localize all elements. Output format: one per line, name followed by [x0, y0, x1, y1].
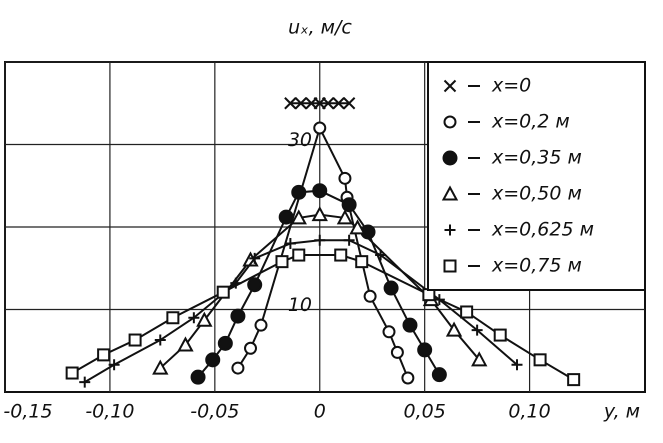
- marker: [79, 376, 91, 388]
- marker: [254, 318, 268, 332]
- marker: [294, 97, 308, 110]
- x-tick-label: -0,10: [85, 401, 134, 423]
- marker: [341, 197, 357, 213]
- marker: [321, 97, 335, 110]
- y-tick-label: 30: [288, 129, 312, 151]
- marker: [533, 353, 547, 367]
- marker: [284, 238, 296, 249]
- marker: [314, 234, 326, 246]
- marker: [313, 121, 327, 135]
- x-tick-label: -0,05: [190, 401, 239, 423]
- marker: [65, 366, 79, 380]
- marker: [154, 334, 166, 346]
- marker: [284, 97, 297, 110]
- marker: [567, 373, 581, 387]
- marker: [177, 336, 194, 352]
- marker: [402, 317, 418, 333]
- marker: [108, 359, 120, 371]
- x-tick-label: 0,10: [508, 401, 550, 423]
- legend: x=0 x=0,2 м x=0,35 м x=0,50 м x=0,625 м x=0,7…: [427, 61, 646, 291]
- marker: [445, 321, 463, 337]
- marker: [390, 345, 404, 359]
- legend-label: x=0,50 м: [491, 183, 582, 205]
- marker: [249, 252, 261, 264]
- marker: [190, 369, 206, 385]
- marker: [188, 312, 200, 324]
- marker: [166, 311, 180, 325]
- marker: [443, 79, 457, 93]
- marker: [244, 341, 258, 355]
- marker: [336, 209, 354, 225]
- marker: [443, 259, 457, 273]
- marker: [442, 150, 458, 166]
- marker: [312, 183, 328, 199]
- marker: [196, 311, 213, 327]
- marker: [471, 324, 483, 336]
- marker: [349, 219, 366, 235]
- y-axis-label: uₓ, м/с: [288, 17, 352, 39]
- marker: [291, 184, 307, 200]
- series-line: [237, 125, 409, 379]
- marker: [417, 342, 433, 358]
- marker: [205, 352, 221, 368]
- marker: [441, 185, 459, 201]
- marker: [471, 351, 488, 367]
- marker: [334, 248, 348, 262]
- marker: [332, 97, 345, 110]
- legend-box: [427, 61, 646, 291]
- x-tick-label: -0,15: [3, 401, 52, 423]
- marker: [401, 371, 415, 385]
- marker: [247, 277, 263, 293]
- marker: [97, 348, 111, 362]
- x-tick-label: 0,05: [404, 401, 446, 423]
- marker: [431, 367, 447, 383]
- legend-label: x=0,625 м: [491, 219, 594, 241]
- marker: [338, 171, 352, 185]
- y-tick-label: 10: [288, 294, 312, 316]
- marker: [231, 361, 245, 375]
- legend-label: x=0,35 м: [491, 147, 582, 169]
- legend-label: x=0: [491, 75, 531, 97]
- marker: [128, 333, 142, 347]
- marker: [217, 335, 233, 351]
- marker: [278, 209, 294, 225]
- marker: [311, 206, 328, 222]
- marker: [355, 255, 369, 269]
- marker: [511, 359, 523, 371]
- marker: [275, 255, 289, 269]
- marker: [382, 325, 396, 339]
- marker: [342, 97, 356, 110]
- legend-label: x=0,2 м: [491, 111, 570, 133]
- marker: [152, 359, 169, 375]
- marker: [375, 249, 387, 261]
- legend-label: x=0,75 м: [491, 255, 582, 277]
- marker: [444, 224, 456, 236]
- marker: [383, 280, 399, 296]
- marker: [443, 115, 457, 129]
- marker: [292, 248, 306, 262]
- marker: [343, 234, 355, 246]
- x-tick-label: 0: [314, 401, 326, 423]
- x-axis-label: y, м: [603, 401, 640, 423]
- marker: [290, 209, 307, 225]
- marker: [363, 289, 377, 303]
- marker: [460, 305, 474, 319]
- marker: [216, 285, 230, 299]
- marker: [230, 308, 246, 324]
- marker: [493, 328, 507, 342]
